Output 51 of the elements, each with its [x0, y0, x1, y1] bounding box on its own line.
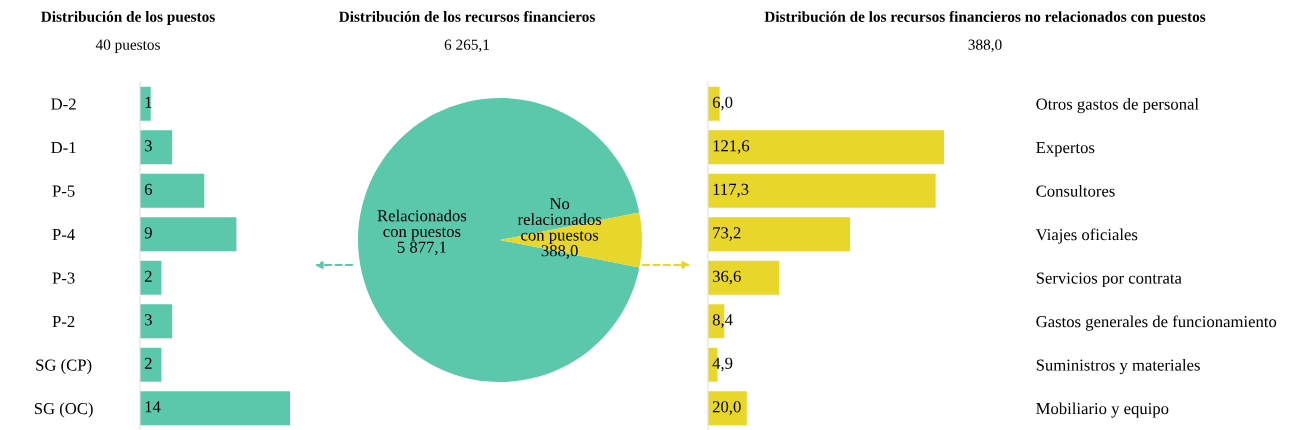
- y-tick-label: Suministros y materiales: [1036, 358, 1200, 375]
- y-tick-label: D-2: [51, 98, 76, 110]
- data-label: 121,6: [713, 140, 750, 154]
- chart-title: Distribución de los puestos: [41, 11, 215, 25]
- y-tick-label: P-5: [52, 185, 75, 197]
- bar: [708, 217, 851, 252]
- data-label: 9: [144, 227, 152, 239]
- bar: [140, 130, 173, 165]
- data-label: 73,2: [713, 227, 741, 241]
- y-tick-label: SG (CP): [36, 358, 92, 375]
- chart-subtitle: 40 puestos: [95, 39, 160, 53]
- pie-slice: [358, 98, 640, 382]
- bar: [140, 347, 162, 382]
- bar: [708, 391, 747, 426]
- text: Distribución de los recursos financieros no relacionados con puestos: [764, 10, 1206, 26]
- bar: [140, 391, 290, 426]
- y-tick-label: P-2: [52, 316, 75, 328]
- text: 388,0: [968, 39, 1002, 53]
- chart-title: Distribución de los recursos financieros: [338, 10, 595, 22]
- y-tick-label: Mobiliario y equipo: [1036, 402, 1169, 418]
- bar: [708, 173, 936, 208]
- data-label: 3: [144, 314, 152, 326]
- data-label: 2: [144, 270, 152, 282]
- data-label: 14: [145, 401, 161, 413]
- data-label: 2: [144, 357, 152, 369]
- bar: [708, 260, 780, 295]
- data-label: 117,3: [713, 183, 749, 198]
- slice-label: Relacionados con puestos: [377, 209, 467, 241]
- y-tick-label: Otros gastos de personal: [1036, 97, 1199, 114]
- y-tick-label: Expertos: [1036, 142, 1095, 157]
- data-label: 6: [144, 183, 152, 195]
- chart-subtitle: 6 265,1: [444, 39, 489, 53]
- y-tick-label: Servicios por contrata: [1036, 272, 1182, 288]
- pie-slice: [500, 212, 642, 268]
- data-label: 36,6: [712, 270, 741, 285]
- y-tick-label: P-4: [52, 229, 75, 241]
- y-tick-label: Gastos generales de funcionamiento: [1036, 315, 1277, 331]
- y-tick-label: SG (OC): [34, 402, 93, 418]
- y-tick-label: D-1: [51, 142, 76, 154]
- data-label: 3: [144, 140, 152, 152]
- y-tick-label: P-3: [52, 272, 75, 284]
- bar: [140, 260, 162, 295]
- data-label: 20,0: [712, 401, 741, 415]
- bar: [140, 173, 205, 208]
- y-tick-label: Viajes oficiales: [1035, 228, 1138, 244]
- bar: [140, 217, 237, 252]
- data-label: 5 877,1: [397, 241, 446, 256]
- bar: [708, 130, 944, 165]
- slice-label: No relacionados con puestos: [517, 198, 602, 245]
- bar: [140, 304, 173, 339]
- y-tick-label: Consultores: [1036, 184, 1115, 197]
